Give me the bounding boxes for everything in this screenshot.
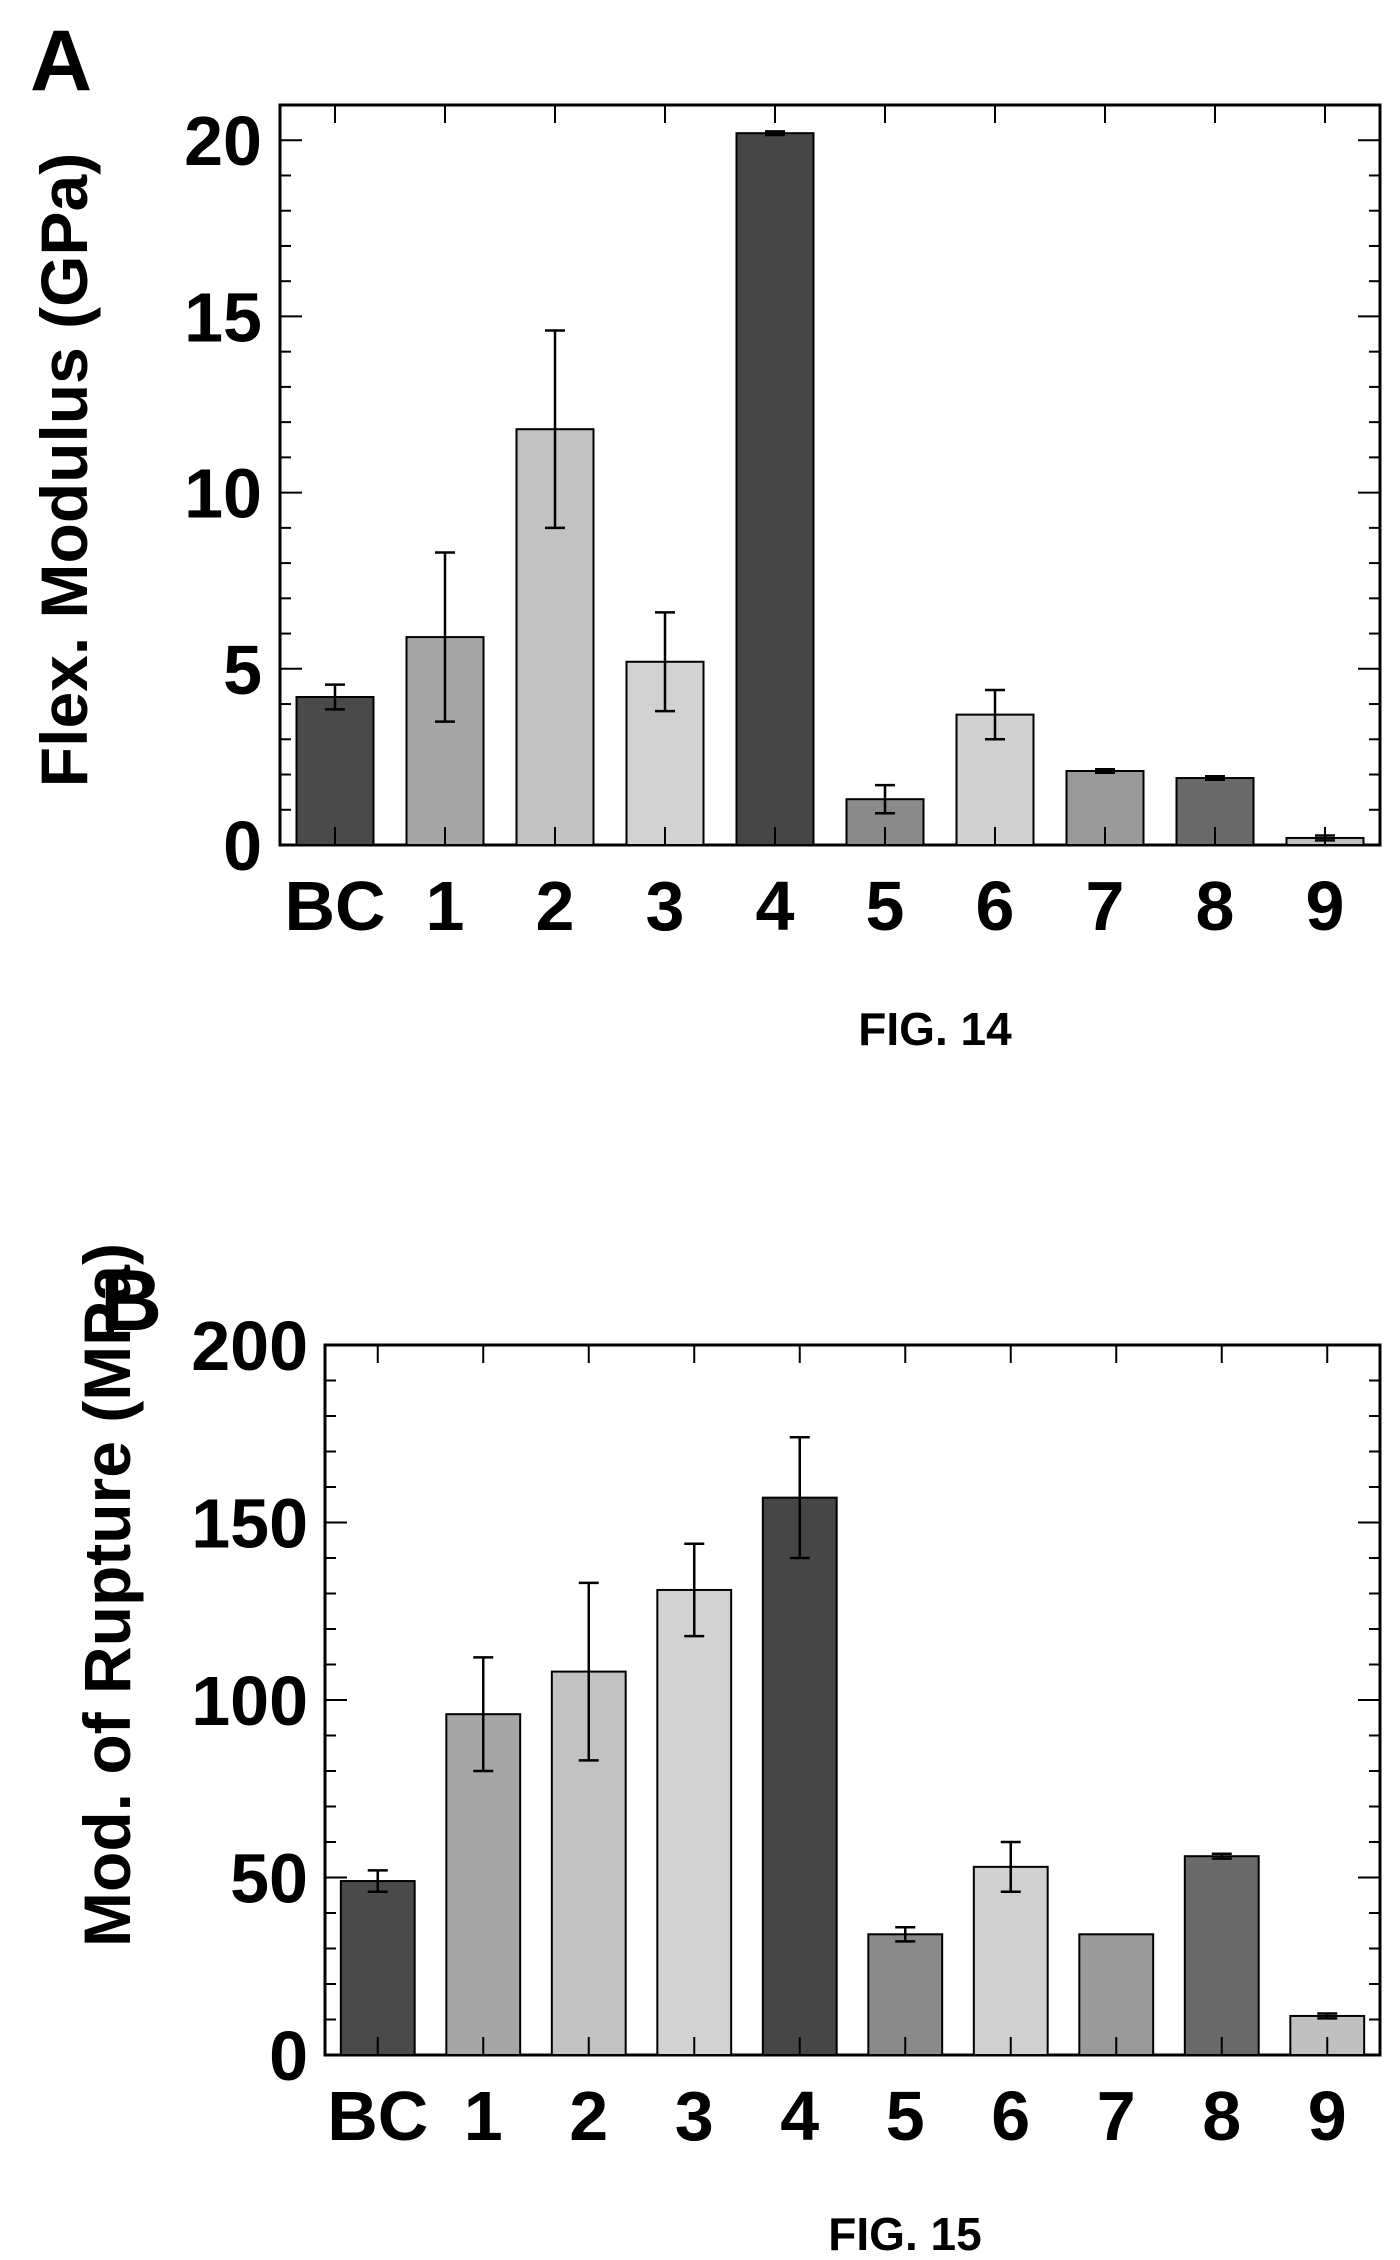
panel-b-xtick-label-1: 1 (464, 2077, 503, 2155)
panel-b-chart: B Mod. of Rupture (MPa) 0 50 100 150 200 BC 1… (70, 1243, 1382, 2260)
panel-letter-a: A (30, 13, 92, 109)
panel-a-xtick-label-2: 2 (536, 867, 575, 945)
panel-a-errorbar-5 (875, 783, 895, 815)
panel-b-xtick-label-7: 7 (1097, 2077, 1136, 2155)
panel-a-errorbar-bc (325, 683, 345, 711)
panel-b-xtick-label-2: 2 (569, 2077, 608, 2155)
panel-a-ytick-label: 15 (184, 278, 262, 356)
panel-a-ytick-label: 10 (184, 455, 262, 533)
panel-a-xtick-label-4: 4 (756, 867, 795, 945)
panel-b-xtick-label-bc: BC (327, 2077, 428, 2155)
panel-a-ytick-label: 5 (223, 631, 262, 709)
panel-a-xtick-label-8: 8 (1196, 867, 1235, 945)
panel-b-bar-6 (972, 1865, 1049, 2056)
panel-b-ytick-label: 200 (191, 1307, 308, 1385)
panel-b-errorbar-6 (1000, 1840, 1021, 1893)
panel-a-errorbar-1 (435, 551, 455, 723)
panel-b-y-ticks: 0 50 100 150 200 (191, 1307, 1380, 2095)
panel-a-x-ticks: BC 1 2 3 4 5 6 7 8 9 (284, 105, 1344, 945)
panel-b-ytick-label: 100 (191, 1662, 308, 1740)
panel-a-errorbar-8 (1205, 775, 1225, 782)
panel-b-figure-caption: FIG. 15 (828, 2208, 981, 2260)
panel-b-bar-7 (1078, 1933, 1155, 2057)
panel-a-xtick-label-3: 3 (646, 867, 685, 945)
panel-a-y-axis-label: Flex. Modulus (GPa) (27, 153, 101, 787)
panel-b-x-ticks: BC 1 2 3 4 5 6 7 8 9 (327, 1345, 1347, 2155)
panel-a-bar-4 (735, 132, 815, 846)
panel-b-xtick-label-4: 4 (780, 2077, 819, 2155)
panel-b-errorbar-2 (578, 1581, 599, 1762)
panel-a-errorbar-6 (985, 688, 1005, 741)
panel-b-errorbar-5 (895, 1925, 916, 1943)
panel-b-xtick-label-5: 5 (886, 2077, 925, 2155)
panel-b-ytick-label: 150 (191, 1485, 308, 1563)
panel-b-bar-4 (761, 1496, 838, 2056)
panel-a-errorbar-4 (765, 130, 785, 137)
panel-a-ytick-label: 0 (223, 807, 262, 885)
panel-b-bars (339, 1436, 1366, 2057)
panel-a-xtick-label-6: 6 (976, 867, 1015, 945)
panel-a-errorbar-3 (655, 611, 675, 713)
panel-b-errorbar-4 (789, 1436, 810, 1560)
panel-b-errorbar-1 (473, 1656, 494, 1773)
panel-b-xtick-label-8: 8 (1202, 2077, 1241, 2155)
panel-a-bars (295, 130, 1365, 847)
panel-a-figure-caption: FIG. 14 (858, 1003, 1012, 1055)
panel-a-xtick-label-5: 5 (866, 867, 905, 945)
panel-a-plot-frame (278, 103, 1382, 847)
panel-a-xtick-label-7: 7 (1086, 867, 1125, 945)
panel-b-bar-3 (656, 1588, 733, 2056)
panel-b-bar-8 (1183, 1855, 1260, 2056)
panel-a-errorbar-2 (545, 329, 565, 530)
panel-a-bar-bc (295, 696, 375, 846)
panel-b-y-axis-label: Mod. of Rupture (MPa) (70, 1243, 144, 1947)
panel-b-errorbar-8 (1211, 1852, 1232, 1860)
panel-b-xtick-label-6: 6 (991, 2077, 1030, 2155)
panel-b-errorbar-3 (684, 1542, 705, 1638)
panel-b-xtick-label-3: 3 (675, 2077, 714, 2155)
panel-b-xtick-label-9: 9 (1308, 2077, 1347, 2155)
panel-b-bar-5 (867, 1933, 944, 2057)
panel-a-xtick-label-9: 9 (1306, 867, 1345, 945)
panel-letter-b: B (100, 1253, 162, 1349)
panel-b-ytick-label: 0 (269, 2017, 308, 2095)
panel-b-bar-bc (339, 1880, 416, 2057)
panel-a-xtick-label-1: 1 (426, 867, 465, 945)
panel-b-errorbar-bc (367, 1869, 388, 1893)
panel-b-errorbar-9 (1317, 2012, 1338, 2020)
panel-b-ytick-label: 50 (230, 1840, 308, 1918)
panel-a-errorbar-7 (1095, 767, 1115, 775)
panel-a-y-ticks: 0 5 10 15 20 (184, 102, 1380, 885)
panel-a-ytick-label: 20 (184, 102, 262, 180)
panel-a-xtick-label-bc: BC (284, 867, 385, 945)
